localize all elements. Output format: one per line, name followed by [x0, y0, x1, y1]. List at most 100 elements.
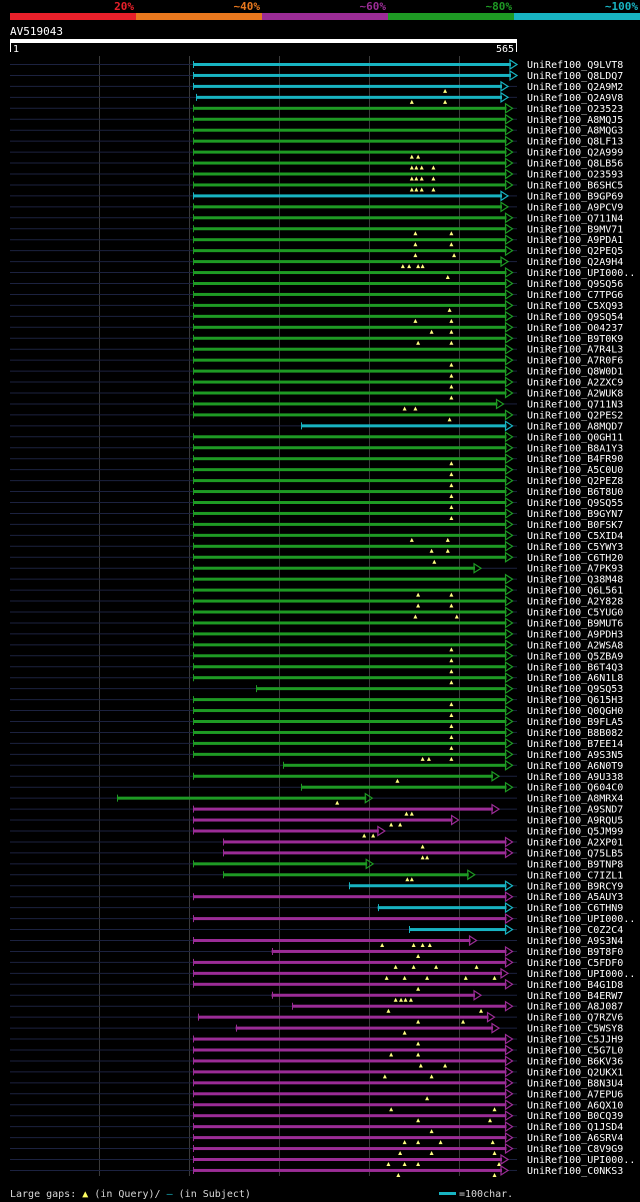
hit-row[interactable]: UniRef100_B6T8U0: [10, 485, 623, 499]
hit-row[interactable]: UniRef100_B9T8F0: [10, 945, 623, 958]
hit-row[interactable]: UniRef100_C7IZL1: [10, 869, 623, 882]
hit-row[interactable]: UniRef100_UPI000..: [10, 1153, 635, 1166]
hit-label[interactable]: UniRef100_B9FLA5: [527, 717, 623, 728]
hit-label[interactable]: UniRef100_Q5JM99: [527, 827, 623, 838]
hit-row[interactable]: UniRef100_B6KV36: [10, 1055, 623, 1068]
hit-row[interactable]: UniRef100_A2Y828: [10, 595, 623, 608]
hit-label[interactable]: UniRef100_A9PDA1: [527, 235, 623, 246]
hit-label[interactable]: UniRef100_A2WUK8: [527, 389, 623, 400]
hit-row[interactable]: UniRef100_UPI000..: [10, 266, 635, 280]
hit-row[interactable]: UniRef100_Q2A999: [10, 146, 623, 159]
hit-label[interactable]: UniRef100_A8MQJ5: [527, 115, 623, 126]
hit-label[interactable]: UniRef100_A5AUY3: [527, 892, 623, 903]
hit-row[interactable]: UniRef100_B8A1Y3: [10, 442, 623, 454]
hit-label[interactable]: UniRef100_A2XP01: [527, 837, 623, 848]
hit-row[interactable]: UniRef100_O04237: [10, 321, 623, 334]
hit-row[interactable]: UniRef100_O23593: [10, 168, 623, 181]
hit-row[interactable]: UniRef100_A2ZXC9: [10, 376, 623, 389]
hit-label[interactable]: UniRef100_B9GP69: [527, 191, 623, 202]
hit-label[interactable]: UniRef100_B8N3U4: [527, 1078, 623, 1089]
hit-row[interactable]: UniRef100_C5XQ93: [10, 299, 623, 312]
hit-row[interactable]: UniRef100_Q8LF13: [10, 135, 623, 148]
hit-label[interactable]: UniRef100_A7PK93: [527, 564, 623, 575]
hit-label[interactable]: UniRef100_C5G7L0: [527, 1046, 623, 1057]
hit-row[interactable]: UniRef100_B9GP69: [10, 190, 623, 202]
hit-label[interactable]: UniRef100_Q711N4: [527, 213, 623, 224]
hit-row[interactable]: UniRef100_B6T4Q3: [10, 661, 623, 674]
hit-label[interactable]: UniRef100_Q2A9H4: [527, 257, 623, 268]
hit-row[interactable]: UniRef100_C5YUG0: [10, 606, 623, 619]
hit-row[interactable]: UniRef100_B9RCY9: [10, 880, 623, 892]
hit-label[interactable]: UniRef100_C5FDF0: [527, 958, 623, 969]
hit-label[interactable]: UniRef100_Q9SQ55: [527, 498, 623, 509]
hit-row[interactable]: UniRef100_Q711N4: [10, 212, 623, 224]
hit-label[interactable]: UniRef100_C5XID4: [527, 531, 623, 542]
hit-label[interactable]: UniRef100_UPI000..: [527, 268, 635, 279]
hit-label[interactable]: UniRef100_Q2UKX1: [527, 1067, 623, 1078]
hit-label[interactable]: UniRef100_Q1JSD4: [527, 1122, 623, 1133]
hit-label[interactable]: UniRef100_O23593: [527, 170, 623, 181]
hit-label[interactable]: UniRef100_A8J087: [527, 1002, 623, 1013]
hit-row[interactable]: UniRef100_Q8W0D1: [10, 365, 623, 378]
hit-row[interactable]: UniRef100_Q9LVT8: [10, 58, 623, 71]
hit-row[interactable]: UniRef100_A5AUY3: [10, 891, 623, 903]
hit-label[interactable]: UniRef100_B9T0K9: [527, 334, 623, 345]
hit-row[interactable]: UniRef100_A9S3N5: [10, 748, 623, 761]
hit-row[interactable]: UniRef100_C5WSY8: [10, 1022, 623, 1035]
hit-label[interactable]: UniRef100_Q38M48: [527, 575, 623, 586]
hit-label[interactable]: UniRef100_C5YWY3: [527, 542, 623, 553]
hit-label[interactable]: UniRef100_B4ERW7: [527, 991, 623, 1002]
hit-label[interactable]: UniRef100_B9GYN7: [527, 509, 623, 520]
hit-row[interactable]: UniRef100_B8N3U4: [10, 1077, 623, 1089]
hit-label[interactable]: UniRef100_Q7RZV6: [527, 1013, 623, 1024]
hit-row[interactable]: UniRef100_Q2PES2: [10, 409, 623, 422]
hit-row[interactable]: UniRef100_A6N1L8: [10, 672, 623, 685]
hit-label[interactable]: UniRef100_C0NKS3: [527, 1166, 623, 1177]
hit-label[interactable]: UniRef100_A2Y828: [527, 597, 623, 608]
hit-row[interactable]: UniRef100_C5YWY3: [10, 540, 623, 553]
hit-label[interactable]: UniRef100_A8MQG3: [527, 126, 623, 137]
hit-row[interactable]: UniRef100_A7R4L3: [10, 343, 623, 356]
hit-label[interactable]: UniRef100_Q8W0D1: [527, 367, 623, 378]
hit-row[interactable]: UniRef100_C7TPG6: [10, 288, 623, 301]
hit-label[interactable]: UniRef100_C5JJH9: [527, 1035, 623, 1046]
hit-row[interactable]: UniRef100_B7EE14: [10, 737, 623, 750]
hit-label[interactable]: UniRef100_O23523: [527, 104, 623, 115]
hit-row[interactable]: UniRef100_Q6L561: [10, 584, 623, 597]
hit-label[interactable]: UniRef100_A6N0T9: [527, 761, 623, 772]
hit-label[interactable]: UniRef100_Q615H3: [527, 695, 623, 706]
hit-row[interactable]: UniRef100_Q5ZBA9: [10, 650, 623, 663]
hit-row[interactable]: UniRef100_Q615H3: [10, 694, 623, 707]
hit-row[interactable]: UniRef100_Q2A9V8: [10, 91, 623, 104]
hit-row[interactable]: UniRef100_B0FSK7: [10, 518, 623, 531]
hit-label[interactable]: UniRef100_B6SHC5: [527, 180, 623, 191]
hit-label[interactable]: UniRef100_Q2PES2: [527, 410, 623, 421]
hit-label[interactable]: UniRef100_A6N1L8: [527, 673, 623, 684]
hit-label[interactable]: UniRef100_A5C0U0: [527, 465, 623, 476]
hit-row[interactable]: UniRef100_Q5JM99: [10, 825, 623, 838]
hit-row[interactable]: UniRef100_C6TH20: [10, 551, 623, 564]
hit-row[interactable]: UniRef100_Q2A9M2: [10, 80, 623, 93]
hit-label[interactable]: UniRef100_A7R0F6: [527, 356, 623, 367]
hit-row[interactable]: UniRef100_A8MQJ5: [10, 113, 623, 126]
hit-label[interactable]: UniRef100_A2ZXC9: [527, 378, 623, 389]
hit-label[interactable]: UniRef100_A6SRV4: [527, 1133, 623, 1144]
hit-label[interactable]: UniRef100_A9PDH3: [527, 629, 623, 640]
hit-label[interactable]: UniRef100_C8V9G9: [527, 1144, 623, 1155]
hit-label[interactable]: UniRef100_A9SND7: [527, 805, 623, 816]
hit-row[interactable]: UniRef100_Q9SQ55: [10, 496, 623, 509]
hit-label[interactable]: UniRef100_Q0QGH0: [527, 706, 623, 717]
hit-row[interactable]: UniRef100_Q9SQ53: [10, 683, 623, 695]
hit-row[interactable]: UniRef100_Q9SQ56: [10, 277, 623, 290]
hit-label[interactable]: UniRef100_B6T8U0: [527, 487, 623, 498]
hit-label[interactable]: UniRef100_C6TH20: [527, 553, 623, 564]
hit-label[interactable]: UniRef100_UPI000..: [527, 969, 635, 980]
hit-label[interactable]: UniRef100_B6KV36: [527, 1056, 623, 1067]
hit-row[interactable]: UniRef100_A8MRX4: [10, 792, 623, 805]
hit-label[interactable]: UniRef100_C5YUG0: [527, 608, 623, 619]
hit-row[interactable]: UniRef100_Q8LDQ7: [10, 69, 623, 82]
hit-row[interactable]: UniRef100_UPI000..: [10, 913, 635, 925]
hit-row[interactable]: UniRef100_Q711N3: [10, 398, 623, 411]
hit-label[interactable]: UniRef100_Q6L561: [527, 586, 623, 597]
hit-label[interactable]: UniRef100_Q8LB56: [527, 159, 623, 170]
